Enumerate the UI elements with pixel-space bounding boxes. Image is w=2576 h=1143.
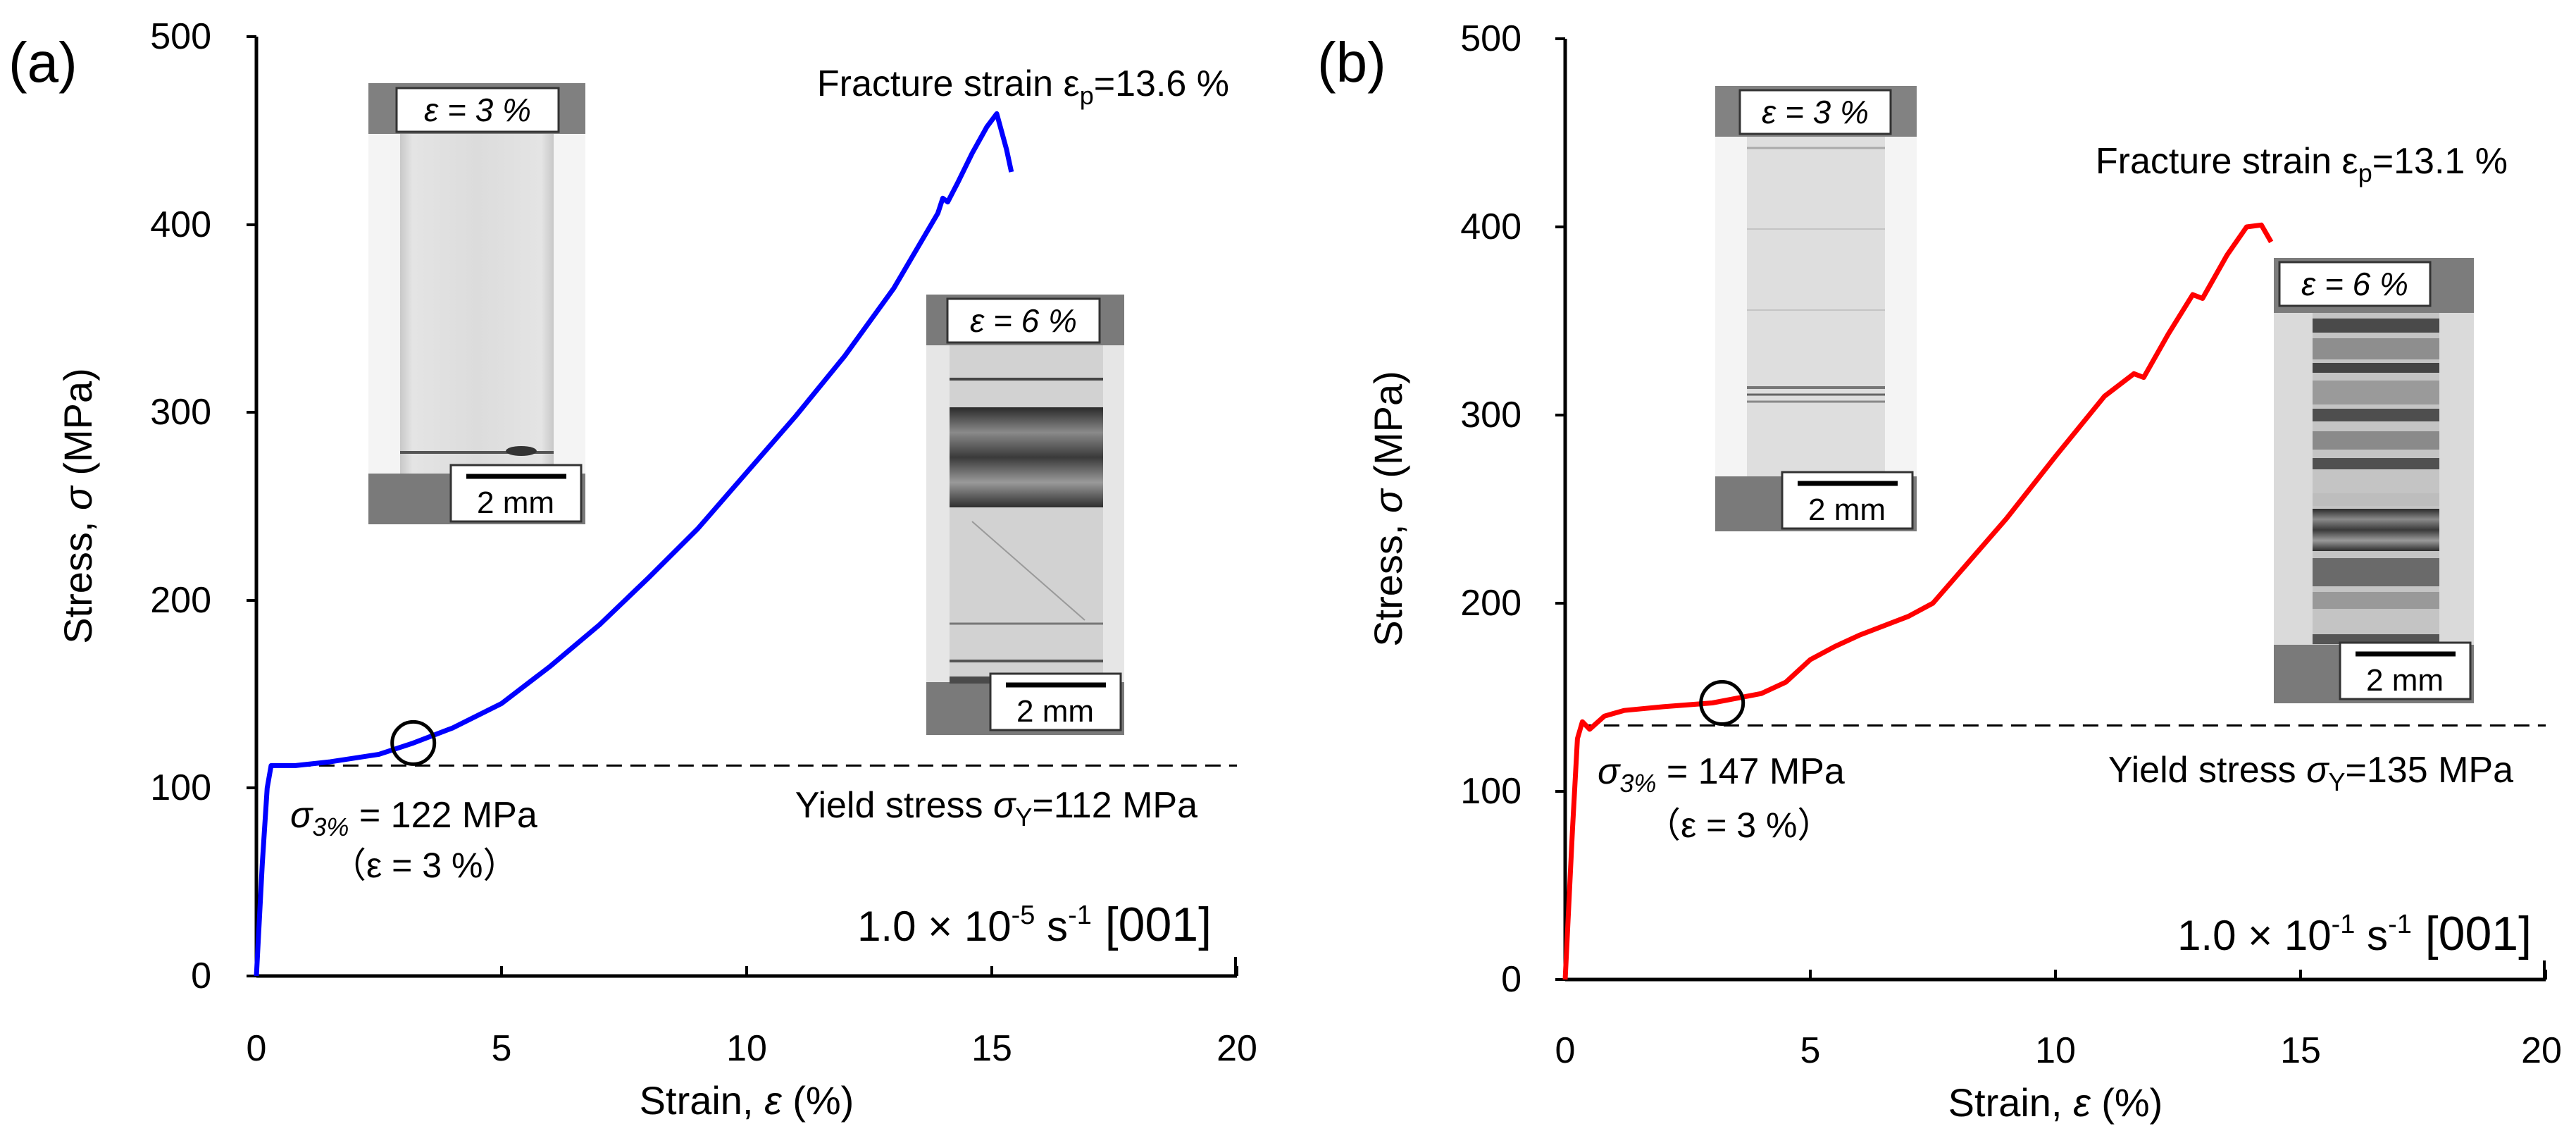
y-tick-label: 300 [150, 392, 211, 433]
strain-rate-label: 1.0 × 10-5 s-1 [001] [857, 898, 1212, 951]
panel-a: (a) 0 100 200 300 400 500 0 [8, 16, 1257, 1123]
sigma-3pct-marker [390, 719, 437, 766]
x-tick-label: 0 [1555, 1030, 1576, 1071]
x-tick-label: 20 [1217, 1028, 1257, 1069]
y-tick-label: 0 [1501, 959, 1522, 1000]
y-tick-label: 500 [1460, 18, 1522, 59]
specimen-image-6pct: ε = 6 % 2 mm [926, 295, 1124, 735]
x-axis-title: Strain, ε (%) [640, 1078, 854, 1123]
sigma-3pct-label: σ3% = 122 MPa [290, 795, 537, 841]
specimen-image-3pct: ε = 3 % 2 mm [1715, 86, 1917, 531]
x-tick-label: 10 [726, 1028, 767, 1069]
sigma-3pct-strain-label: （ε = 3 %） [1645, 805, 1832, 845]
y-ticks: 0 100 200 300 400 500 [1460, 18, 1565, 1000]
y-tick-label: 100 [1460, 771, 1522, 812]
fracture-strain-label: Fracture strain εp=13.1 % [2096, 141, 2508, 187]
inset-strain-label: ε = 6 % [2301, 266, 2408, 302]
y-tick-label: 200 [150, 580, 211, 621]
yield-stress-label: Yield stress σY=135 MPa [2108, 750, 2513, 796]
sigma-3pct-marker [1699, 680, 1746, 727]
scale-bar-label: 2 mm [477, 486, 554, 520]
sigma-3pct-label: σ3% = 147 MPa [1598, 751, 1845, 798]
x-axis-title: Strain, ε (%) [1948, 1080, 2163, 1125]
y-axis-title: Stress, σ (MPa) [1366, 371, 1410, 647]
x-tick-label: 10 [2035, 1030, 2076, 1071]
y-tick-label: 400 [150, 204, 211, 245]
y-tick-label: 0 [191, 956, 211, 996]
y-tick-label: 100 [150, 767, 211, 808]
inset-strain-label: ε = 6 % [970, 302, 1077, 339]
inset-strain-label: ε = 3 % [1762, 94, 1869, 130]
scale-bar-label: 2 mm [2366, 663, 2444, 698]
specimen-image-3pct: ε = 3 % 2 mm [368, 83, 585, 524]
x-tick-label: 0 [247, 1028, 267, 1069]
scale-bar-label: 2 mm [1808, 493, 1886, 527]
y-ticks: 0 100 200 300 400 500 [150, 16, 256, 996]
panel-b: (b) 0 100 200 300 400 500 0 5 10 [1317, 18, 2562, 1125]
y-tick-label: 500 [150, 16, 211, 57]
stress-strain-curve-series [254, 111, 1014, 977]
fracture-strain-label: Fracture strain εp=13.6 % [817, 63, 1229, 110]
panel-label: (b) [1317, 31, 1386, 94]
panel-label: (a) [8, 31, 77, 94]
y-tick-label: 300 [1460, 395, 1522, 435]
stress-strain-curve-series [1562, 222, 2274, 980]
y-tick-label: 400 [1460, 206, 1522, 247]
y-tick-label: 200 [1460, 583, 1522, 624]
x-tick-label: 5 [492, 1028, 512, 1069]
x-tick-label: 20 [2521, 1030, 2562, 1071]
x-ticks: 0 5 10 15 20 [1555, 970, 2562, 1071]
scale-bar-label: 2 mm [1016, 694, 1094, 729]
y-axis-title: Stress, σ (MPa) [56, 368, 100, 644]
x-ticks: 0 5 10 15 20 [247, 966, 1257, 1069]
strain-rate-label: 1.0 × 10-1 s-1 [001] [2177, 907, 2532, 960]
inset-strain-label: ε = 3 % [424, 92, 531, 128]
x-tick-label: 15 [971, 1028, 1012, 1069]
sigma-3pct-strain-label: （ε = 3 %） [331, 846, 518, 885]
x-tick-label: 5 [1800, 1030, 1821, 1071]
yield-stress-label: Yield stress σY=112 MPa [795, 785, 1197, 832]
x-tick-label: 15 [2280, 1030, 2321, 1071]
specimen-image-6pct: ε = 6 % 2 mm [2274, 258, 2474, 703]
